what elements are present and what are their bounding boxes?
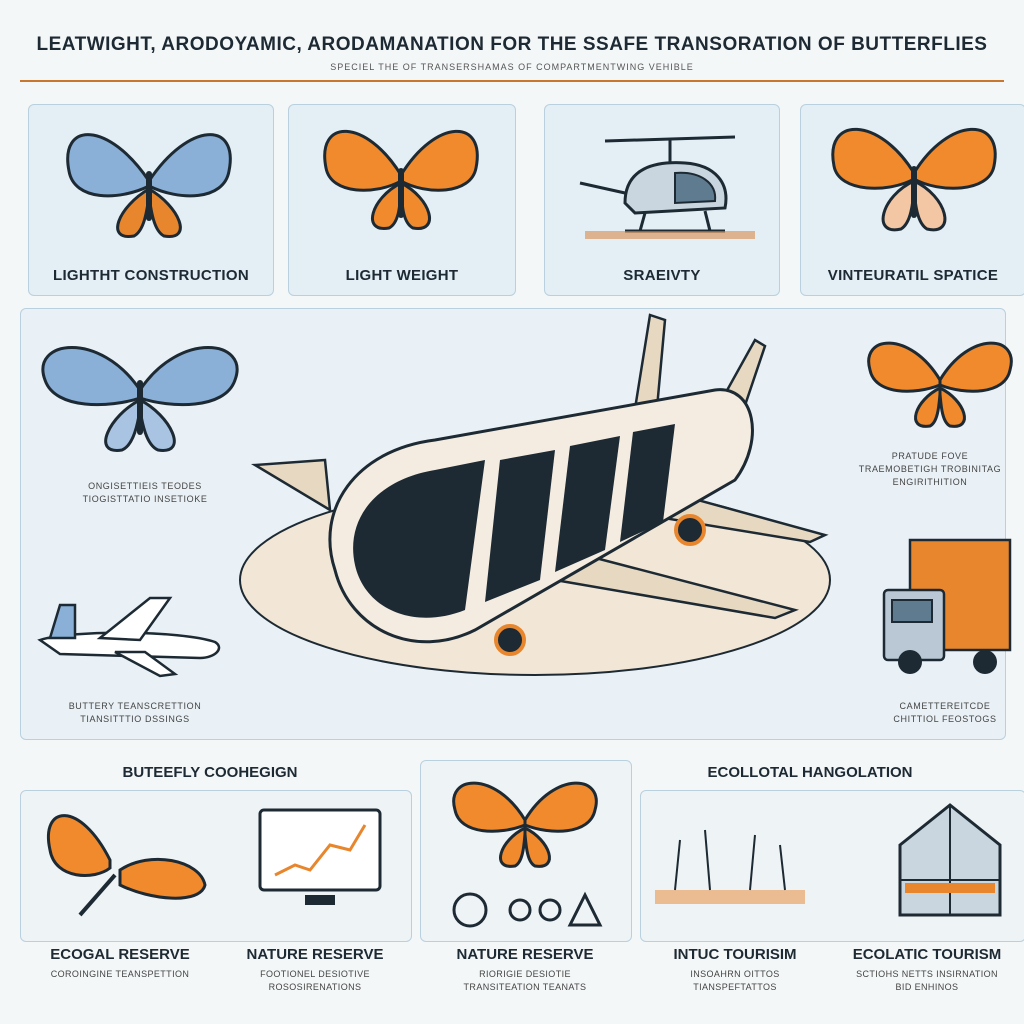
bottom-label: NATURE RESERVE: [456, 946, 594, 963]
monarch-butterfly-icon: [831, 127, 997, 232]
blue-butterfly-icon: [66, 133, 232, 238]
caption-left-mid: ONGISETTIEIS TEODES TIOGISTTATIO INSETIO…: [82, 481, 208, 504]
blue-butterfly-icon: [41, 346, 239, 452]
bottom-label: ECOGAL RESERVE: [50, 946, 190, 963]
panel-label: VINTEURATIL SPATICE: [827, 267, 999, 284]
panel-light-weight: LIGHT WEIGHT: [288, 104, 516, 296]
bottom-caption: FOOTIONEL DESIOTIVE ROSOSIRENATIONS: [260, 969, 370, 992]
monitor-chart-icon: [258, 808, 382, 905]
bottom-label: INTUC TOURISIM: [673, 946, 797, 963]
monarch-butterfly-icon: [47, 814, 207, 917]
greenhouse-icon: [898, 803, 1002, 917]
monarch-butterfly-icon: [867, 341, 1013, 428]
page-title: LEATWIGHT, ARODOYAMIC, ARODAMANATION FOR…: [36, 34, 988, 55]
bottom-label: NATURE RESERVE: [246, 946, 384, 963]
bottom-label: ECOLATIC TOURISM: [852, 946, 1002, 963]
panel-label: SRAEIVTY: [623, 267, 701, 284]
bottom-caption: INSOAHRN OITTOS TIANSPEFTATTOS: [690, 969, 780, 992]
meadow-icon: [655, 829, 805, 904]
section-label-butterfly-connection: BUTEEFLY COOHEGIGN: [122, 764, 298, 781]
caption-left-low: BUTTERY TEANSCRETTION TIANSITTTIO DSSING…: [68, 701, 202, 724]
airplane-icon: [37, 596, 221, 678]
bottom-caption: COROINGINE TEANSPETTION: [50, 969, 190, 979]
caption-right-mid: PRATUDE FOVE TRAEMOBETIGH TROBINITAG ENG…: [858, 451, 1002, 487]
monarch-butterfly-icon: [452, 781, 603, 928]
truck-icon: [882, 538, 1012, 674]
monarch-butterfly-icon: [323, 129, 479, 230]
panel-safety: SRAEIVTY: [544, 104, 780, 296]
bottom-caption: SCTIOHS NETTS INSIRNATION BID ENHINOS: [856, 969, 998, 992]
panel-label: LIGHTHT CONSTRUCTION: [53, 267, 249, 284]
butterfly-transport-vehicle-illustration: [239, 313, 831, 676]
bottom-caption: RIORIGIE DESIOTIE TRANSITEATION TEANATS: [463, 969, 587, 992]
panel-ventral-space: VINTEURATIL SPATICE: [800, 104, 1024, 296]
panel-lighter-construction: LIGHTHT CONSTRUCTION: [28, 104, 274, 296]
caption-right-low: CAMETTEREITCDE CHITTIOL FEOSTOGS: [893, 701, 997, 724]
panel-label: LIGHT WEIGHT: [345, 267, 459, 284]
section-label-ecological: ECOLLOTAL HANGOLATION: [707, 764, 913, 781]
page-subtitle: SPECIEL THE OF TRANSERSHAMAS OF COMPARTM…: [330, 62, 694, 72]
helicopter-icon: [579, 135, 755, 239]
header-divider: [20, 80, 1004, 82]
